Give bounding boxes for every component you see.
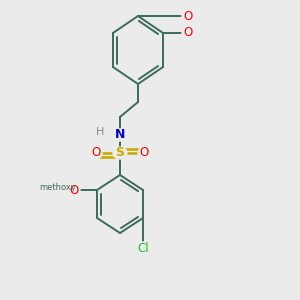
Text: O: O bbox=[183, 10, 193, 22]
Text: H: H bbox=[96, 127, 104, 137]
Ellipse shape bbox=[135, 242, 151, 254]
Text: N: N bbox=[115, 128, 125, 142]
Ellipse shape bbox=[95, 127, 105, 137]
Text: Cl: Cl bbox=[137, 242, 149, 254]
Text: O: O bbox=[140, 146, 148, 160]
Ellipse shape bbox=[182, 27, 194, 39]
Ellipse shape bbox=[138, 147, 150, 159]
Text: methoxy: methoxy bbox=[40, 184, 76, 193]
Text: S: S bbox=[116, 146, 124, 160]
Ellipse shape bbox=[90, 147, 102, 159]
Text: O: O bbox=[92, 146, 100, 160]
Text: O: O bbox=[69, 184, 79, 196]
Ellipse shape bbox=[114, 129, 126, 141]
Ellipse shape bbox=[113, 147, 127, 159]
Ellipse shape bbox=[68, 184, 80, 196]
Text: O: O bbox=[183, 26, 193, 40]
Ellipse shape bbox=[182, 10, 194, 22]
